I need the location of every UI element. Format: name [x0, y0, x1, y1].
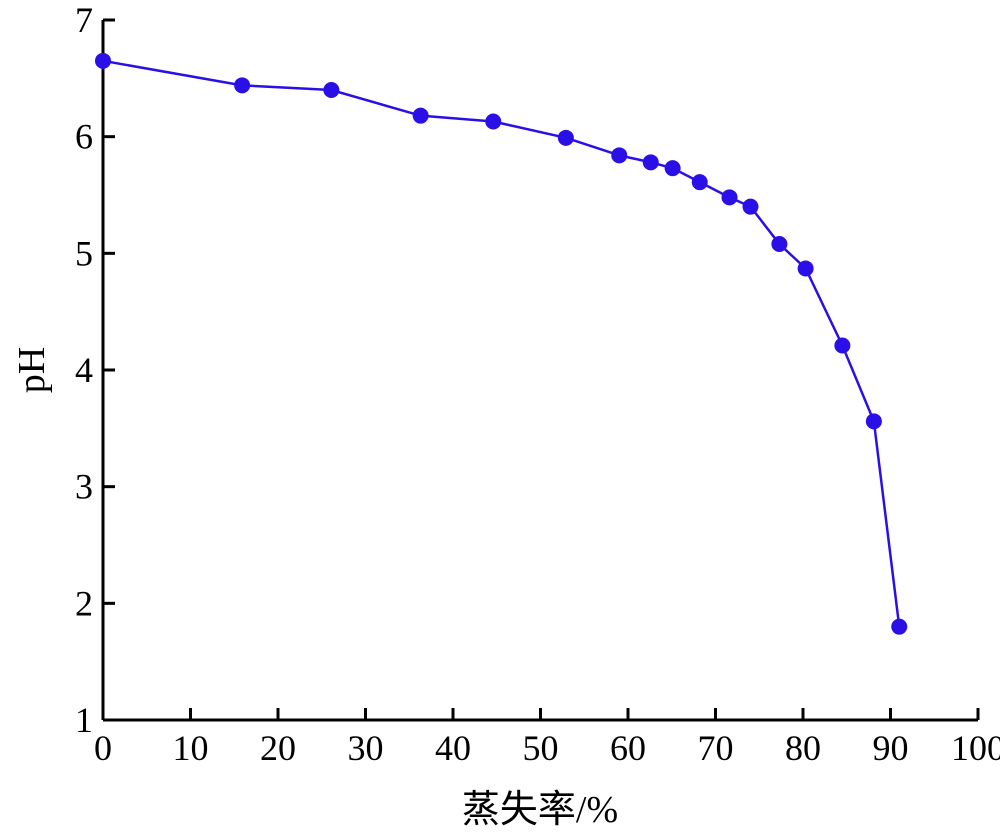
data-point — [412, 107, 429, 124]
data-point — [664, 160, 681, 177]
data-point — [865, 413, 882, 430]
data-point — [642, 154, 659, 171]
y-tick-label: 6 — [75, 117, 93, 157]
x-tick-label: 20 — [260, 728, 296, 768]
data-point — [323, 82, 340, 98]
data-point — [611, 147, 628, 164]
x-tick-label: 40 — [435, 728, 471, 768]
x-tick-label: 100 — [951, 728, 1000, 768]
data-point — [721, 189, 738, 206]
data-point — [891, 618, 908, 635]
x-tick-label: 50 — [523, 728, 559, 768]
data-point — [797, 260, 814, 277]
x-tick-label: 10 — [173, 728, 209, 768]
x-tick-label: 60 — [610, 728, 646, 768]
x-axis-title: 蒸失率/% — [462, 789, 618, 831]
x-tick-label: 70 — [698, 728, 734, 768]
series-layer — [95, 52, 908, 635]
x-tick-label: 30 — [348, 728, 384, 768]
data-point — [95, 52, 111, 69]
x-tick-label: 80 — [785, 728, 821, 768]
y-tick-label: 1 — [75, 700, 93, 740]
data-point — [557, 129, 574, 146]
y-axis-title: pH — [11, 347, 53, 393]
data-point — [485, 113, 502, 130]
axes — [101, 20, 978, 722]
data-point — [742, 198, 759, 215]
data-point — [834, 337, 851, 354]
y-tick-label: 5 — [75, 233, 93, 273]
y-tick-label: 4 — [75, 350, 93, 390]
data-point — [691, 174, 708, 191]
x-tick-label: 0 — [94, 728, 112, 768]
y-tick-label: 2 — [75, 583, 93, 623]
x-tick-label: 90 — [873, 728, 909, 768]
y-tick-label: 3 — [75, 467, 93, 507]
y-ticks: 1 2 3 4 5 6 7 — [75, 0, 115, 740]
x-ticks: 0 10 20 30 40 50 60 70 80 90 100 — [94, 708, 1000, 768]
y-tick-label: 7 — [75, 0, 93, 40]
data-point — [234, 77, 251, 94]
series-line — [102, 59, 901, 627]
data-point — [771, 236, 788, 252]
